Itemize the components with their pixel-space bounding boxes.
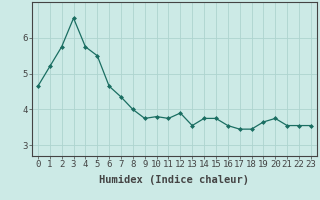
X-axis label: Humidex (Indice chaleur): Humidex (Indice chaleur) [100,175,249,185]
